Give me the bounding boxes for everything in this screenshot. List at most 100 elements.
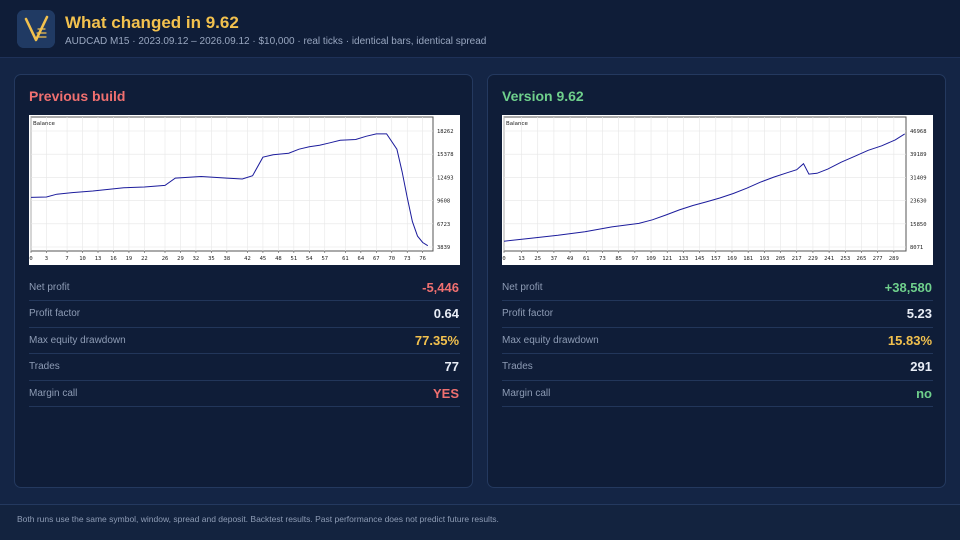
x-tick-label: 61 (583, 256, 590, 262)
x-tick-label: 277 (873, 256, 883, 262)
stat-row-trades: Trades 291 (502, 354, 933, 381)
balance-chart-svg: Balance 0 3 7 10 13 16 19 22 26 29 32 35 38 42 45 48 51 54… (29, 116, 454, 262)
stat-label: Margin call (502, 387, 551, 399)
stat-label: Trades (29, 361, 60, 373)
y-tick-label: 46968 (910, 129, 927, 135)
page-title: What changed in 9.62 (65, 13, 239, 32)
v-logo-icon (17, 10, 55, 48)
stat-label: Net profit (29, 282, 70, 293)
stat-value: 291 (910, 359, 932, 375)
panel-version-962: Version 9.62 Balance 0 13 25 37 49 61 73 85 97 109… (487, 74, 946, 488)
stat-row-net-profit: Net profit +38,580 (502, 275, 933, 302)
stat-value: 5.23 (906, 306, 932, 322)
x-tick-label: 229 (808, 256, 818, 262)
y-tick-label: 12493 (437, 175, 454, 181)
x-tick-label: 157 (711, 256, 721, 262)
balance-chart: Balance 0 3 7 10 13 16 19 22 26 29 32 35 38 42 45 48 51 54… (29, 115, 460, 265)
x-tick-label: 289 (889, 256, 899, 262)
x-tick-label: 49 (567, 256, 574, 262)
stat-value: -5,446 (422, 280, 459, 295)
y-tick-label: 15850 (910, 222, 927, 228)
x-tick-label: 42 (244, 256, 251, 262)
y-tick-label: 23630 (910, 199, 927, 205)
stat-value: YES (432, 385, 459, 401)
x-tick-label: 0 (502, 256, 505, 262)
plot-frame (30, 116, 434, 252)
x-tick-label: 193 (759, 256, 769, 262)
x-tick-label: 73 (599, 256, 606, 262)
y-tick-label: 39189 (910, 152, 927, 158)
disclaimer-text: Both runs use the same symbol, window, s… (17, 514, 499, 524)
page-subtitle: AUDCAD M15 · 2023.09.12 – 2026.09.12 · $… (65, 36, 487, 47)
x-tick-label: 109 (646, 256, 656, 262)
chart-title: Balance (506, 121, 529, 127)
x-tick-label: 181 (743, 256, 753, 262)
balance-chart-svg: Balance 0 13 25 37 49 61 73 85 97 109 121 133 145 157 1… (502, 116, 927, 262)
stat-label: Max equity drawdown (29, 334, 126, 346)
plot-frame (503, 116, 907, 252)
balance-chart: Balance 0 13 25 37 49 61 73 85 97 109 121 133 145 157 1… (502, 115, 933, 265)
x-tick-label: 0 (29, 256, 32, 262)
x-tick-label: 64 (358, 256, 365, 262)
x-tick-label: 32 (193, 256, 200, 262)
x-tick-label: 54 (306, 256, 313, 262)
x-tick-label: 29 (177, 256, 184, 262)
x-tick-label: 133 (678, 256, 688, 262)
x-tick-label: 205 (776, 256, 786, 262)
x-tick-label: 10 (79, 256, 86, 262)
x-tick-label: 48 (275, 256, 282, 262)
stat-label: Trades (502, 361, 533, 373)
y-tick-label: 31409 (910, 175, 927, 181)
y-tick-label: 6723 (437, 222, 450, 228)
x-tick-label: 265 (857, 256, 867, 262)
x-tick-label: 19 (126, 256, 133, 262)
x-tick-label: 61 (342, 256, 349, 262)
x-tick-label: 16 (110, 256, 117, 262)
stat-value: 15.83% (887, 332, 932, 348)
y-tick-label: 9608 (437, 199, 450, 205)
stat-row-profit-factor: Profit factor 0.64 (29, 301, 460, 328)
panel-title: Version 9.62 (502, 88, 584, 104)
x-tick-label: 22 (141, 256, 148, 262)
x-tick-label: 253 (840, 256, 850, 262)
stat-row-trades: Trades 77 (29, 354, 460, 381)
x-tick-label: 3 (45, 256, 48, 262)
footer: Both runs use the same symbol, window, s… (0, 504, 960, 540)
stat-label: Profit factor (502, 308, 554, 320)
x-tick-label: 45 (260, 256, 267, 262)
stat-label: Margin call (29, 387, 78, 399)
x-tick-label: 57 (321, 256, 328, 262)
stat-row-margin-call: Margin call YES (29, 381, 460, 407)
x-tick-label: 13 (95, 256, 102, 262)
balance-line (503, 133, 905, 242)
x-tick-label: 7 (65, 256, 68, 262)
x-tick-label: 38 (224, 256, 231, 262)
header: What changed in 9.62 AUDCAD M15 · 2023.0… (0, 0, 960, 58)
x-tick-label: 217 (792, 256, 802, 262)
x-tick-label: 67 (373, 256, 380, 262)
stat-row-net-profit: Net profit -5,446 (29, 275, 460, 302)
stat-row-max-drawdown: Max equity drawdown 15.83% (502, 328, 933, 355)
stat-row-margin-call: Margin call no (502, 381, 933, 407)
stat-row-profit-factor: Profit factor 5.23 (502, 301, 933, 328)
panel-title: Previous build (29, 88, 126, 104)
x-tick-label: 145 (695, 256, 705, 262)
y-tick-label: 3839 (437, 245, 450, 251)
stat-value: 77.35% (414, 332, 459, 348)
stats-table: Net profit +38,580 Profit factor 5.23 Ma… (502, 275, 933, 407)
x-tick-label: 73 (404, 256, 411, 262)
x-tick-label: 35 (208, 256, 215, 262)
chart-title: Balance (33, 121, 56, 127)
stat-value: 77 (444, 359, 459, 375)
x-tick-label: 26 (162, 256, 169, 262)
stats-table: Net profit -5,446 Profit factor 0.64 Max… (29, 275, 460, 407)
x-tick-label: 169 (727, 256, 737, 262)
x-tick-label: 85 (615, 256, 622, 262)
x-tick-label: 97 (632, 256, 639, 262)
stat-value: 0.64 (433, 306, 459, 322)
x-tick-label: 70 (388, 256, 395, 262)
x-tick-label: 121 (662, 256, 672, 262)
x-tick-label: 76 (419, 256, 426, 262)
y-tick-label: 18262 (437, 129, 454, 135)
stat-value: no (916, 385, 932, 401)
